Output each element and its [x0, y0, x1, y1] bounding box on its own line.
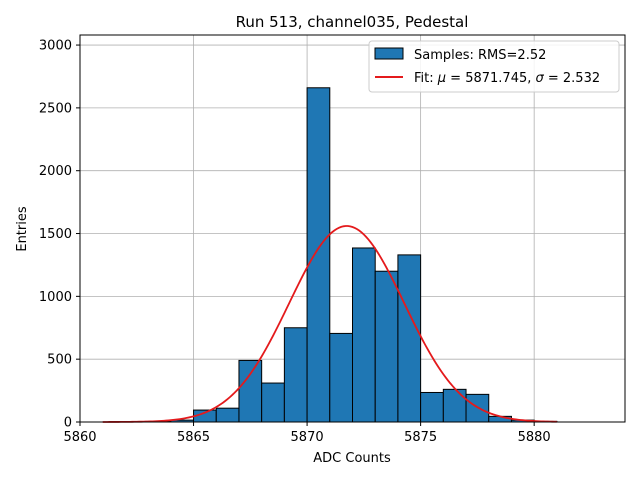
histogram-bar [352, 247, 376, 423]
fit-curve-layer [102, 225, 557, 423]
y-tick-label: 1500 [39, 227, 72, 242]
histogram-bar [442, 388, 467, 423]
histogram-bar [420, 391, 444, 423]
histogram-bar [283, 327, 308, 423]
x-tick-label: 5865 [177, 430, 210, 445]
histogram-bar [374, 270, 399, 423]
histogram-bar [397, 254, 422, 423]
y-tick-label: 1000 [39, 290, 72, 305]
x-tick-label: 5875 [404, 430, 437, 445]
x-axis-label: ADC Counts [313, 451, 391, 466]
legend-fit-prefix: Fit: [414, 71, 438, 86]
histogram-bar [329, 332, 353, 423]
plot-frame [79, 34, 626, 423]
x-tick-label: 5870 [291, 430, 324, 445]
y-tick-label: 3000 [39, 39, 72, 54]
x-axis-ticks: 5860 5865 5870 5875 5880 [63, 422, 551, 445]
y-tick-label: 500 [47, 353, 72, 368]
chart-title: Run 513, channel035, Pedestal [236, 13, 469, 31]
y-tick-label: 2500 [39, 101, 72, 116]
legend-fit-mu-value: = 5871.745, [446, 71, 535, 86]
histogram-bar [261, 382, 285, 423]
y-axis-ticks: 0 500 1000 1500 2000 2500 3000 [39, 39, 80, 431]
y-tick-label: 2000 [39, 164, 72, 179]
fit-curve [102, 225, 557, 423]
legend-box [368, 40, 620, 93]
histogram-bar [238, 359, 263, 423]
x-tick-label: 5880 [518, 430, 551, 445]
legend: Samples: RMS=2.52 Fit: μ = 5871.745, σ =… [368, 40, 620, 93]
histogram-bar [215, 407, 240, 423]
legend-fit-label: Fit: μ = 5871.745, σ = 2.532 [414, 71, 600, 86]
y-axis-label: Entries [15, 206, 30, 252]
legend-histogram-swatch [374, 47, 404, 60]
y-tick-label: 0 [64, 416, 72, 431]
legend-histogram-label: Samples: RMS=2.52 [414, 48, 546, 63]
legend-fit-sigma-value: = 2.532 [544, 71, 600, 86]
legend-fit-sigma-symbol: σ [536, 71, 545, 86]
histogram-bar [306, 87, 331, 423]
x-tick-label: 5860 [63, 430, 96, 445]
legend-fit-mu-symbol: μ [437, 71, 446, 86]
